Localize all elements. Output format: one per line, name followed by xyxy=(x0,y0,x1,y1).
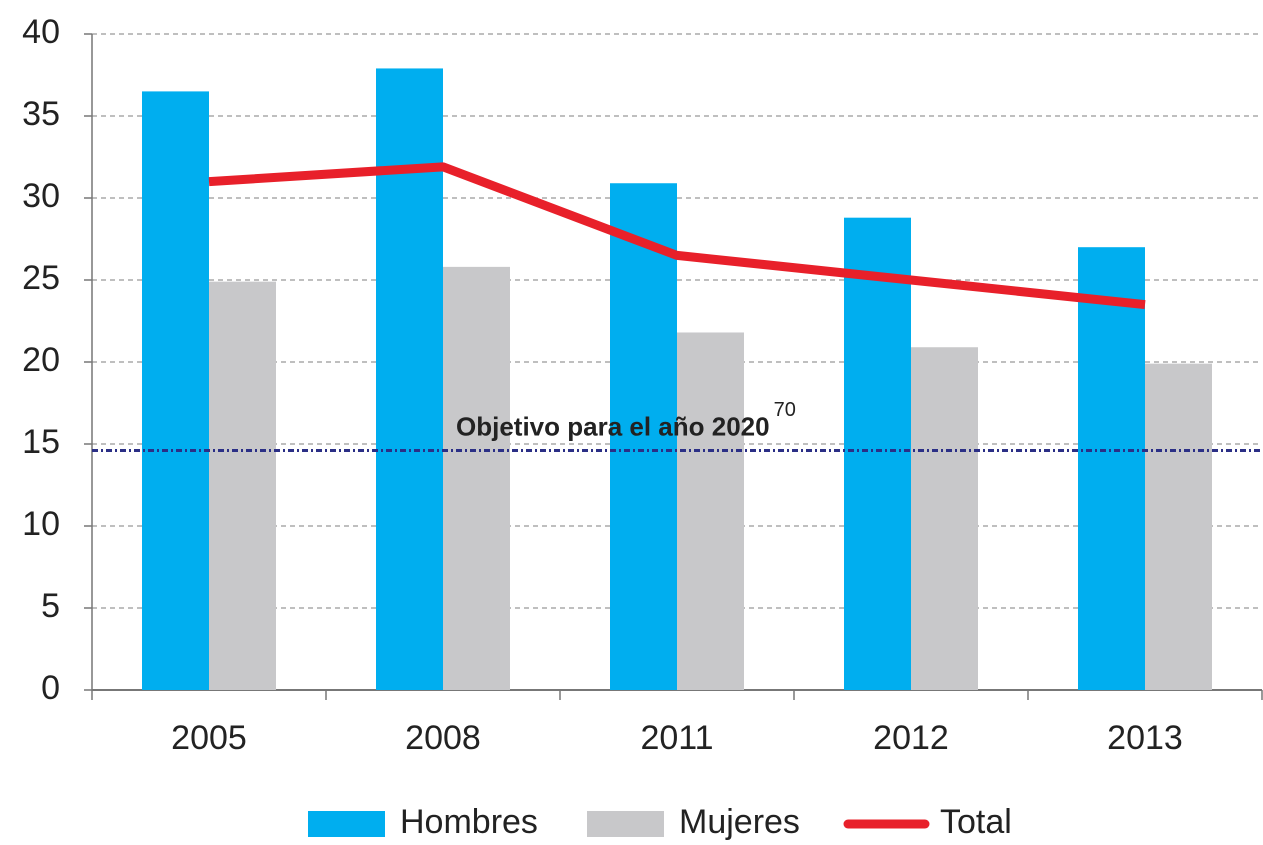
line xyxy=(208,162,1146,310)
bar xyxy=(376,68,443,690)
y-tick-label: 40 xyxy=(22,13,60,51)
bar xyxy=(1145,363,1212,690)
y-tick-label: 5 xyxy=(41,587,60,625)
bar xyxy=(911,347,978,690)
bar xyxy=(209,281,276,690)
y-tick-label: 25 xyxy=(22,259,60,297)
bar xyxy=(1078,247,1145,690)
x-tick-label: 2011 xyxy=(640,719,713,757)
legend-swatch xyxy=(308,811,385,837)
x-tick-label: 2013 xyxy=(1107,719,1183,757)
bar xyxy=(142,91,209,690)
y-tick-label: 0 xyxy=(41,669,60,707)
y-tick-label: 30 xyxy=(22,177,60,215)
y-tick-label: 15 xyxy=(22,423,60,461)
bar xyxy=(844,217,911,690)
x-tick-label: 2005 xyxy=(171,719,247,757)
bar xyxy=(610,183,677,691)
y-tick-label: 10 xyxy=(22,505,60,543)
target-superscript: 70 xyxy=(774,399,796,421)
y-tick-label: 20 xyxy=(22,341,60,379)
legend-label: Total xyxy=(940,803,1012,841)
legend-label: Mujeres xyxy=(679,803,800,841)
legend-swatch xyxy=(587,811,664,837)
bar xyxy=(443,266,510,690)
y-tick-label: 35 xyxy=(22,95,60,133)
target-label: Objetivo para el año 2020 xyxy=(456,411,770,441)
x-tick-label: 2008 xyxy=(405,719,481,757)
bar xyxy=(677,332,744,690)
legend-label: Hombres xyxy=(400,803,538,841)
x-tick-label: 2012 xyxy=(873,719,949,757)
